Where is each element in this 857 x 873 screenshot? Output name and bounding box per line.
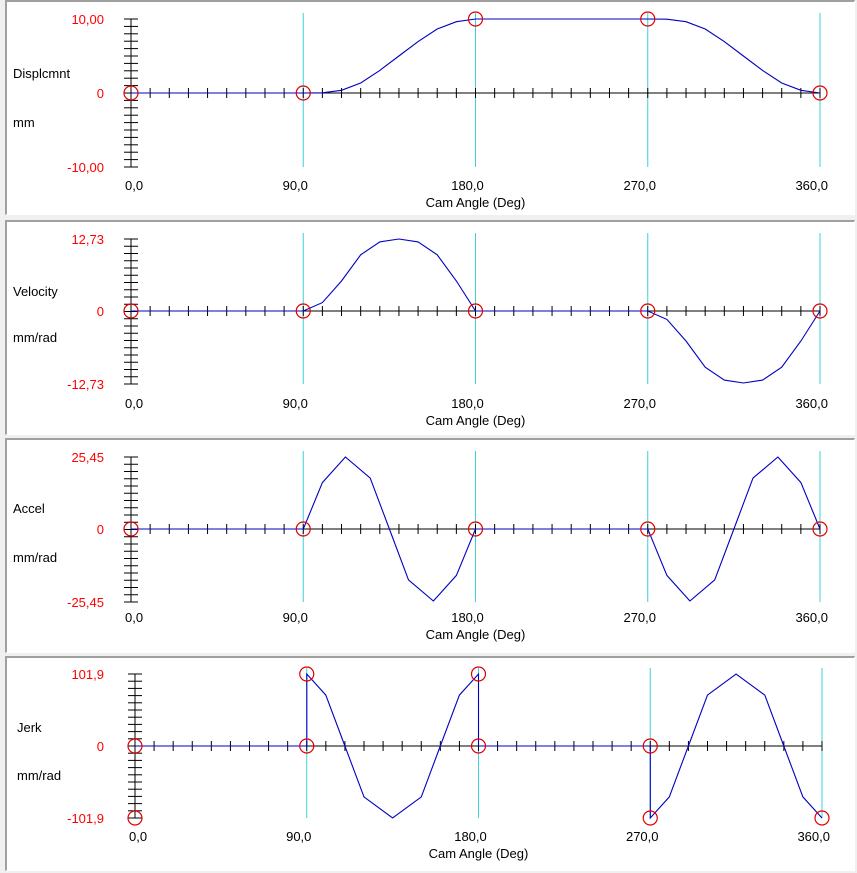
jerk-marker [299, 666, 315, 682]
velocity-y-tick-label: 12,73 [71, 232, 104, 247]
acceleration-plot: 25,45 0 -25,45 0,0 90,0 180,0 270,0 360,0 Cam An… [67, 450, 828, 642]
acceleration-x-tick-label: 180,0 [451, 610, 484, 625]
displacement-panel: 10,00 0 -10,00 0,0 90,0 180,0 270,0 360,0 Cam An… [5, 0, 855, 215]
acceleration-marker [467, 521, 484, 537]
jerk-marker [299, 738, 315, 754]
displacement-plot: 10,00 0 -10,00 0,0 90,0 180,0 270,0 360,0 Cam An… [67, 11, 828, 210]
displacement-marker [812, 85, 828, 101]
displacement-marker [123, 85, 139, 101]
velocity-marker [295, 303, 311, 319]
jerk-x-tick-label: 360,0 [797, 829, 830, 844]
jerk-y-tick-label: 101,9 [71, 667, 104, 682]
acceleration-unit-label: mm/rad [13, 550, 58, 565]
jerk-y-tick-label: -101,9 [67, 811, 104, 826]
jerk-x-tick-label: 0,0 [129, 829, 147, 844]
acceleration-x-axis-label: Cam Angle (Deg) [426, 627, 526, 642]
acceleration-marker [295, 521, 311, 537]
acceleration-y-tick-label: -25,45 [67, 595, 104, 610]
jerk-x-tick-label: 180,0 [454, 829, 487, 844]
velocity-x-tick-label: 360,0 [795, 396, 828, 411]
velocity-unit-label: mm/rad [13, 330, 58, 345]
velocity-y-tick-label: -12,73 [67, 377, 104, 392]
jerk-name-label: Jerk [17, 720, 42, 735]
acceleration-y-tick-label: 0 [97, 522, 104, 537]
displacement-marker [467, 11, 484, 27]
velocity-x-tick-label: 270,0 [623, 396, 656, 411]
velocity-panel: 12,73 0 -12,73 0,0 90,0 180,0 270,0 360,0 Cam An… [5, 220, 855, 435]
displacement-x-tick-label: 270,0 [623, 178, 656, 193]
velocity-x-tick-label: 0,0 [125, 396, 143, 411]
jerk-series-line [135, 672, 823, 820]
displacement-y-tick-label: 10,00 [71, 12, 104, 27]
displacement-x-tick-label: 0,0 [125, 178, 143, 193]
displacement-x-tick-label: 360,0 [795, 178, 828, 193]
acceleration-x-tick-label: 270,0 [623, 610, 656, 625]
jerk-x-tick-label: 90,0 [286, 829, 311, 844]
jerk-marker [470, 738, 487, 754]
acceleration-y-tick-label: 25,45 [71, 450, 104, 465]
displacement-x-tick-label: 180,0 [451, 178, 484, 193]
displacement-name-label: Displcmnt [13, 66, 71, 81]
velocity-x-axis-label: Cam Angle (Deg) [426, 413, 526, 428]
jerk-marker [470, 666, 487, 682]
displacement-y-tick-label: -10,00 [67, 160, 104, 175]
jerk-x-axis-label: Cam Angle (Deg) [429, 846, 529, 861]
acceleration-marker [123, 521, 139, 537]
acceleration-x-tick-label: 0,0 [125, 610, 143, 625]
jerk-x-tick-label: 270,0 [626, 829, 659, 844]
displacement-x-axis-label: Cam Angle (Deg) [426, 195, 526, 210]
jerk-marker [642, 810, 658, 826]
displacement-unit-label: mm [13, 115, 35, 130]
velocity-marker [123, 303, 139, 319]
displacement-series-line [131, 18, 821, 94]
acceleration-x-tick-label: 360,0 [795, 610, 828, 625]
jerk-marker [127, 738, 143, 754]
velocity-marker [812, 303, 828, 319]
velocity-x-tick-label: 90,0 [283, 396, 308, 411]
acceleration-marker [812, 521, 828, 537]
acceleration-marker [640, 521, 656, 537]
acceleration-name-label: Accel [13, 501, 45, 516]
acceleration-series-line [131, 456, 821, 602]
velocity-name-label: Velocity [13, 284, 58, 299]
displacement-marker [295, 85, 311, 101]
displacement-x-tick-label: 90,0 [283, 178, 308, 193]
jerk-marker [127, 810, 143, 826]
jerk-marker [814, 810, 830, 826]
acceleration-panel: 25,45 0 -25,45 0,0 90,0 180,0 270,0 360,0 Cam An… [5, 438, 855, 653]
jerk-panel: 101,9 0 -101,9 0,0 90,0 180,0 270,0 360,0 Cam An… [5, 656, 855, 871]
velocity-plot: 12,73 0 -12,73 0,0 90,0 180,0 270,0 360,0 Cam An… [67, 232, 828, 428]
displacement-y-tick-label: 0 [97, 86, 104, 101]
velocity-y-tick-label: 0 [97, 304, 104, 319]
jerk-y-tick-label: 0 [97, 739, 104, 754]
velocity-marker [467, 303, 484, 319]
jerk-unit-label: mm/rad [17, 768, 62, 783]
jerk-plot: 101,9 0 -101,9 0,0 90,0 180,0 270,0 360,0 Cam An… [67, 666, 830, 861]
displacement-marker [640, 11, 656, 27]
acceleration-x-tick-label: 90,0 [283, 610, 308, 625]
velocity-x-tick-label: 180,0 [451, 396, 484, 411]
velocity-series-line [131, 238, 821, 384]
jerk-marker [642, 738, 658, 754]
velocity-marker [640, 303, 656, 319]
